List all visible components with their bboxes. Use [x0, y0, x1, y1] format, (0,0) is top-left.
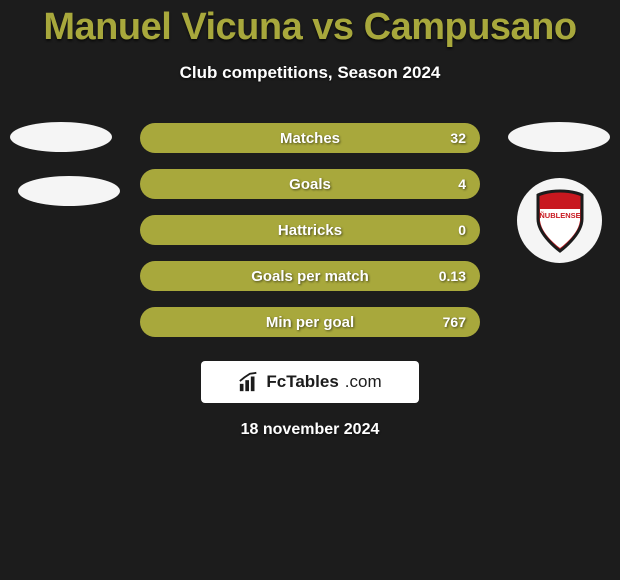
stat-bar-hattricks: Hattricks 0	[140, 215, 480, 245]
stat-value: 0	[458, 222, 466, 238]
date-label: 18 november 2024	[0, 421, 620, 439]
nublense-shield-icon: ÑUBLENSE	[532, 189, 588, 253]
stat-bar-goals-per-match: Goals per match 0.13	[140, 261, 480, 291]
stat-label: Goals per match	[251, 268, 369, 285]
subtitle: Club competitions, Season 2024	[0, 63, 620, 83]
right-team-placeholder	[508, 122, 610, 152]
left-team-placeholder-2	[18, 176, 120, 206]
svg-text:ÑUBLENSE: ÑUBLENSE	[539, 211, 580, 220]
fctables-logo: FcTables .com	[201, 361, 419, 403]
stat-bar-matches: Matches 32	[140, 123, 480, 153]
left-team-placeholder-1	[10, 122, 112, 152]
bar-chart-icon	[238, 371, 260, 393]
stat-label: Min per goal	[266, 314, 354, 331]
stat-value: 4	[458, 176, 466, 192]
stat-label: Matches	[280, 130, 340, 147]
stat-bar-goals: Goals 4	[140, 169, 480, 199]
stat-value: 767	[443, 314, 466, 330]
logo-suffix-text: .com	[345, 372, 382, 392]
stat-bar-min-per-goal: Min per goal 767	[140, 307, 480, 337]
page-title: Manuel Vicuna vs Campusano	[0, 0, 620, 49]
stat-value: 0.13	[439, 268, 466, 284]
logo-brand-text: FcTables	[266, 372, 338, 392]
stat-label: Hattricks	[278, 222, 342, 239]
stat-label: Goals	[289, 176, 331, 193]
stat-value: 32	[450, 130, 466, 146]
club-badge: ÑUBLENSE	[517, 178, 602, 263]
